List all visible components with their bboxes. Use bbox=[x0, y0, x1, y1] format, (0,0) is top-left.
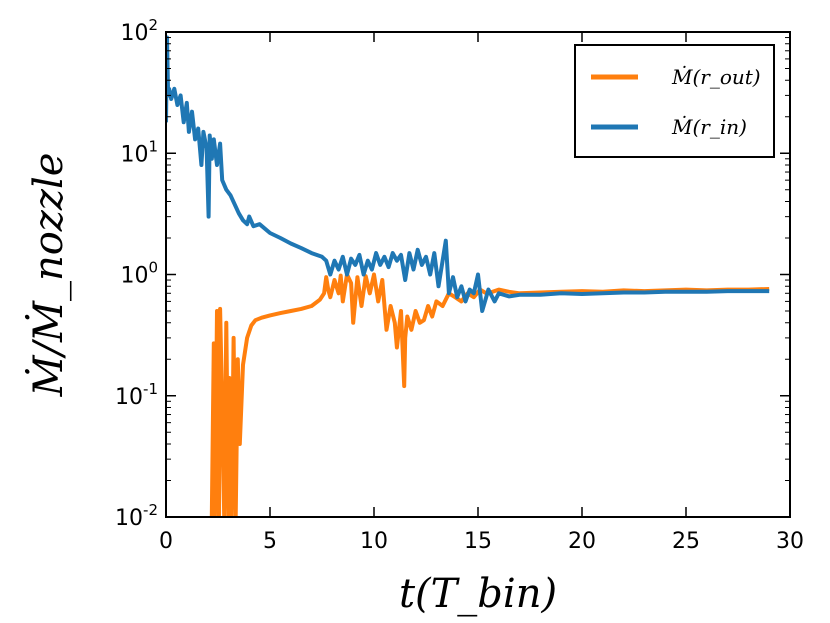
series-line-0 bbox=[209, 272, 770, 517]
x-tick-label: 20 bbox=[568, 529, 596, 554]
tick-layer: 0 5 10 15 20 25 30 10-2 10-1 100 101 102 bbox=[115, 16, 804, 554]
x-tick-label: 25 bbox=[672, 529, 700, 554]
label-layer: t(T_bin) Ṁ/Ṁ_nozzle bbox=[25, 153, 557, 617]
legend: Ṁ(r_out) Ṁ(r_in) bbox=[574, 44, 775, 158]
y-tick-label: 10-1 bbox=[115, 380, 158, 410]
legend-label: Ṁ(r_in) bbox=[671, 115, 747, 139]
x-tick-label: 30 bbox=[776, 529, 804, 554]
legend-label: Ṁ(r_out) bbox=[671, 65, 761, 89]
x-tick-label: 5 bbox=[263, 529, 277, 554]
x-tick-label: 0 bbox=[159, 529, 173, 554]
y-tick-label: 10-2 bbox=[115, 501, 158, 531]
y-tick-label: 100 bbox=[120, 259, 158, 289]
x-axis-label: t(T_bin) bbox=[399, 571, 557, 617]
legend-box bbox=[574, 44, 775, 158]
y-tick-label: 102 bbox=[120, 16, 158, 46]
y-tick-label: 101 bbox=[120, 137, 158, 167]
x-tick-label: 10 bbox=[360, 529, 388, 554]
y-axis-label: Ṁ/Ṁ_nozzle bbox=[25, 153, 72, 398]
series-line-1 bbox=[166, 35, 770, 313]
series-layer bbox=[166, 35, 770, 517]
x-tick-label: 15 bbox=[464, 529, 492, 554]
